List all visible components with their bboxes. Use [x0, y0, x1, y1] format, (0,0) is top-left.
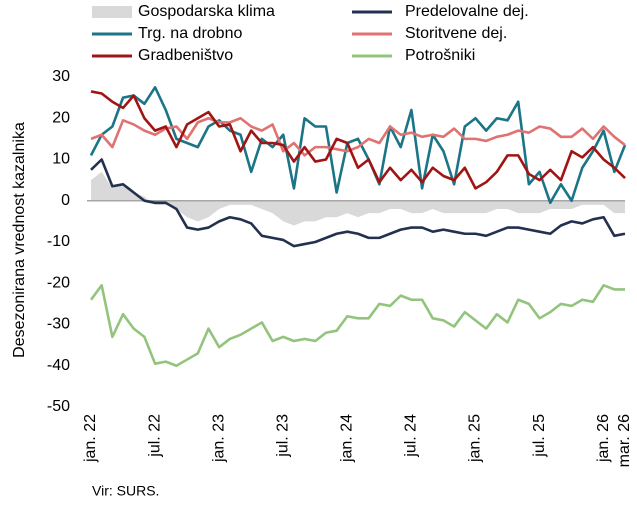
y-tick-label: 10 — [52, 151, 70, 168]
series-line — [90, 90, 626, 190]
x-tick-label: jul. 25 — [531, 414, 548, 458]
series-line — [90, 116, 626, 157]
legend-label: Predelovalne dej. — [405, 3, 529, 20]
legend-label: Gradbeništvo — [138, 47, 233, 64]
x-tick-label: jul. 22 — [146, 414, 163, 458]
y-tick-label: -10 — [47, 233, 70, 250]
y-tick-label: -20 — [47, 274, 70, 291]
legend-label: Storitvene dej. — [405, 25, 507, 42]
series-line — [90, 158, 626, 248]
y-tick-label: -40 — [47, 357, 70, 374]
source: Vir: SURS. — [92, 483, 159, 499]
x-tick-label: jan. 25 — [467, 414, 484, 463]
legend-label: Gospodarska klima — [138, 3, 275, 20]
y-tick-label: 20 — [52, 109, 70, 126]
area — [91, 171, 625, 226]
x-tick-label: jan. 23 — [210, 414, 227, 463]
x-tick-label: jan. 26 — [595, 414, 612, 463]
y-tick-label: 30 — [52, 68, 70, 85]
series-line — [89, 284, 625, 368]
legend-label: Trg. na drobno — [138, 25, 242, 42]
x-tick-label: jul. 23 — [274, 414, 291, 458]
y-tick-label: -30 — [47, 316, 70, 333]
legend-label: Potrošniki — [405, 47, 475, 64]
y-tick-label: 0 — [61, 192, 70, 209]
legend-swatch — [92, 6, 132, 18]
series-line — [89, 86, 627, 205]
x-tick-label: jan. 24 — [339, 414, 356, 463]
y-axis-label: Desezonirana vrednost kazalnika — [11, 122, 28, 358]
x-tick-label: mar. 26 — [616, 414, 633, 467]
x-tick-label: jul. 24 — [403, 414, 420, 458]
x-tick-label: jan. 22 — [82, 414, 99, 463]
y-tick-label: -50 — [47, 398, 70, 415]
